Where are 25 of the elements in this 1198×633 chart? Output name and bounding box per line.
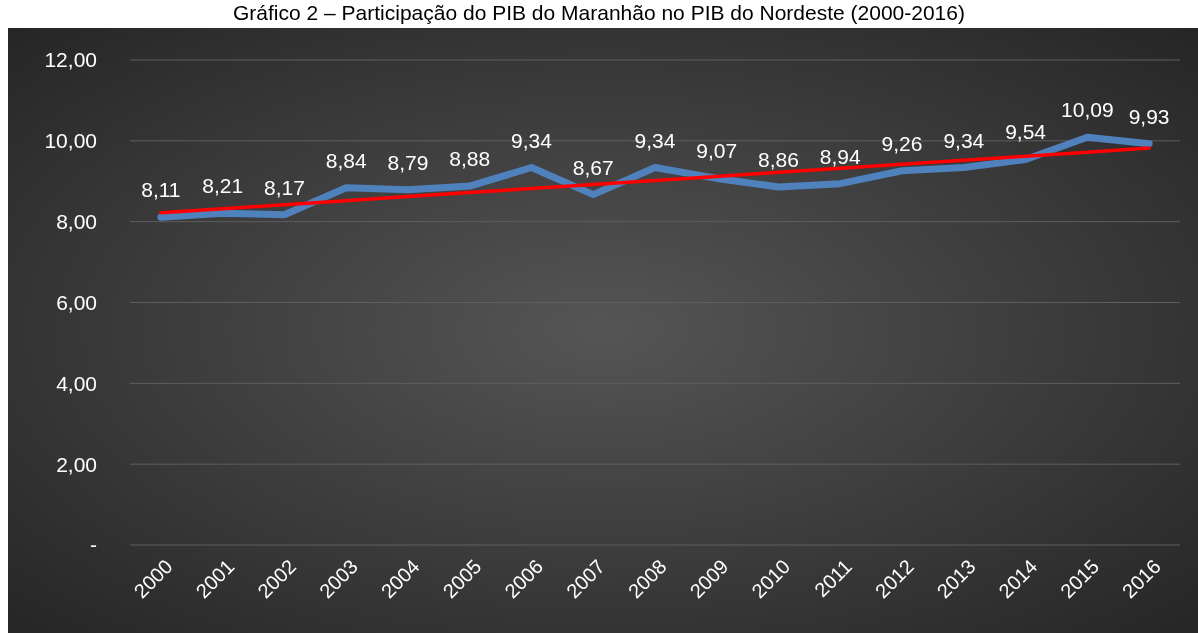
y-tick-label: 6,00 bbox=[56, 290, 97, 314]
data-label: 8,86 bbox=[758, 147, 799, 171]
data-label: 9,26 bbox=[881, 131, 923, 155]
data-label: 9,34 bbox=[634, 128, 676, 152]
data-label: 8,79 bbox=[387, 150, 429, 174]
y-tick-label: 2,00 bbox=[56, 452, 97, 476]
data-label: 9,93 bbox=[1128, 104, 1170, 128]
y-tick-label: 12,00 bbox=[44, 48, 97, 72]
data-label: 8,67 bbox=[572, 155, 614, 179]
data-label: 8,17 bbox=[263, 175, 305, 199]
data-label: 10,09 bbox=[1061, 98, 1114, 122]
y-tick-label: 8,00 bbox=[56, 210, 97, 234]
data-label: 8,11 bbox=[141, 178, 181, 202]
data-label: 9,54 bbox=[1005, 120, 1047, 144]
y-tick-label: - bbox=[90, 533, 97, 557]
data-label: 8,21 bbox=[202, 174, 244, 198]
chart-title: Gráfico 2 – Participação do PIB do Maranhão no PIB do Nordeste (2000-2016) bbox=[233, 1, 965, 24]
data-label: 8,94 bbox=[819, 144, 862, 168]
y-tick-label: 4,00 bbox=[56, 371, 97, 395]
data-label: 9,34 bbox=[511, 128, 553, 152]
data-label: 9,34 bbox=[943, 128, 985, 152]
y-tick-label: 10,00 bbox=[44, 129, 97, 153]
data-label: 8,88 bbox=[449, 147, 491, 171]
data-label: 8,84 bbox=[325, 148, 367, 172]
data-label: 9,07 bbox=[696, 139, 738, 163]
